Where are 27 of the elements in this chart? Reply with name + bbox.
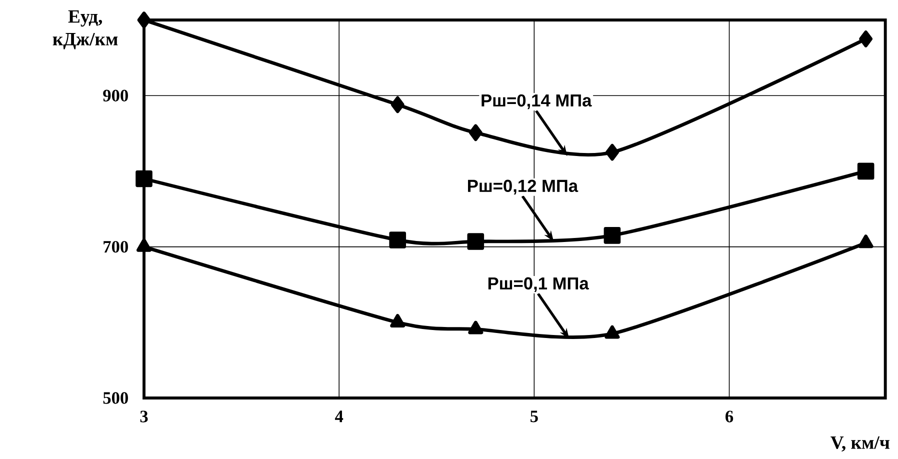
point xyxy=(390,314,406,328)
point xyxy=(859,30,873,48)
point xyxy=(468,124,482,142)
annotation: Pш=0,1 МПа xyxy=(488,277,589,292)
x-tick-label: 6 xyxy=(726,410,734,422)
y-tick-label: 700 xyxy=(104,240,128,253)
point xyxy=(390,96,404,114)
y-tick-label: 500 xyxy=(103,392,128,404)
point xyxy=(604,227,621,244)
point xyxy=(136,238,152,252)
x-tick-label: 4 xyxy=(334,410,344,422)
x-tick-label: 3 xyxy=(140,410,148,422)
point xyxy=(858,234,874,248)
x-axis-title: V, км/ч xyxy=(830,436,890,452)
y-tick-label: 900 xyxy=(103,90,128,102)
x-tick-label: 5 xyxy=(530,410,538,422)
y-axis-title: Eуд, кДж/км xyxy=(52,10,118,50)
annotation: Pш=0,12 МПа xyxy=(468,180,578,195)
point xyxy=(137,12,151,28)
point xyxy=(604,325,620,339)
annotation: Pш=0,14 МПа xyxy=(482,94,592,110)
point xyxy=(467,233,484,250)
point xyxy=(857,162,874,180)
point xyxy=(468,320,484,334)
point xyxy=(136,170,152,188)
point xyxy=(605,144,619,161)
point xyxy=(389,232,406,248)
